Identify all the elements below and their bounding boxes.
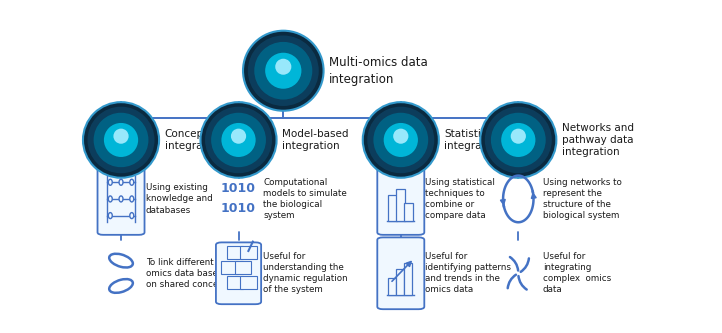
FancyBboxPatch shape [388,278,396,295]
Text: 1010: 1010 [221,182,256,195]
Text: Useful for
identifying patterns
and trends in the
omics data: Useful for identifying patterns and tren… [425,252,511,294]
Text: To link different
omics data based
on shared concepts: To link different omics data based on sh… [146,258,231,289]
Ellipse shape [393,129,409,144]
Ellipse shape [243,31,323,111]
FancyBboxPatch shape [240,276,256,289]
Ellipse shape [130,212,134,218]
Ellipse shape [275,59,292,75]
FancyBboxPatch shape [235,261,251,274]
Ellipse shape [484,107,552,173]
Ellipse shape [373,113,428,167]
Ellipse shape [248,36,318,106]
Text: Using existing
knowledge and
databases: Using existing knowledge and databases [146,183,212,214]
Ellipse shape [501,123,536,157]
Text: Using networks to
represent the
structure of the
biological system: Using networks to represent the structur… [543,178,622,220]
Ellipse shape [108,196,112,202]
Ellipse shape [87,107,155,173]
Ellipse shape [130,196,134,202]
FancyBboxPatch shape [222,261,238,274]
Ellipse shape [211,113,266,167]
Ellipse shape [108,212,112,218]
Ellipse shape [130,179,134,185]
FancyBboxPatch shape [404,263,412,295]
Ellipse shape [205,107,272,173]
Text: Multi-omics data
integration: Multi-omics data integration [329,56,428,86]
Text: Statistical
integration: Statistical integration [445,129,502,151]
Ellipse shape [83,102,159,178]
Ellipse shape [113,129,129,144]
Text: Conceptual
integration: Conceptual integration [165,129,224,151]
Text: Using statistical
techniques to
combine or
compare data: Using statistical techniques to combine … [425,178,495,220]
Ellipse shape [222,123,256,157]
Ellipse shape [362,102,439,178]
Ellipse shape [491,113,546,167]
Text: Useful for
understanding the
dynamic regulation
of the system: Useful for understanding the dynamic reg… [263,252,348,294]
FancyBboxPatch shape [240,246,256,259]
Ellipse shape [119,196,123,202]
Ellipse shape [383,123,418,157]
Ellipse shape [104,123,138,157]
FancyBboxPatch shape [227,246,243,259]
Ellipse shape [94,113,149,167]
Text: Model-based
integration: Model-based integration [282,129,349,151]
Ellipse shape [231,129,246,144]
FancyBboxPatch shape [388,195,397,220]
Text: Useful for
integrating
complex  omics
data: Useful for integrating complex omics dat… [543,252,612,294]
Ellipse shape [201,102,277,178]
FancyBboxPatch shape [227,276,243,289]
FancyBboxPatch shape [396,269,404,295]
FancyBboxPatch shape [97,163,144,235]
Text: Computational
models to simulate
the biological
system: Computational models to simulate the bio… [263,178,347,220]
Ellipse shape [367,107,435,173]
Ellipse shape [119,179,123,185]
FancyBboxPatch shape [378,237,425,309]
Text: Networks and
pathway data
integration: Networks and pathway data integration [562,123,634,158]
FancyBboxPatch shape [216,242,261,304]
Ellipse shape [108,179,112,185]
Ellipse shape [265,53,301,89]
Ellipse shape [480,102,557,178]
Ellipse shape [510,129,526,144]
FancyBboxPatch shape [396,189,405,220]
FancyBboxPatch shape [404,203,413,220]
FancyBboxPatch shape [378,163,425,235]
Text: 1010: 1010 [221,202,256,215]
Ellipse shape [254,42,313,100]
